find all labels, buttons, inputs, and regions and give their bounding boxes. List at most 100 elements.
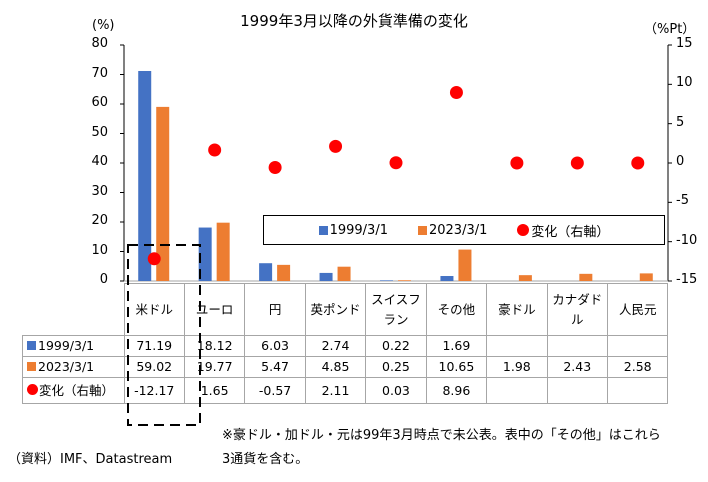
table-header-row: 米ドル ユーロ円英ポンド スイスフラン その他 豪ドル カナダドル 人民元: [22, 283, 669, 336]
category-label: ユーロ: [195, 301, 234, 317]
bar-1999: [259, 263, 273, 281]
left-tick-label: 50: [91, 124, 108, 140]
value-cell: 2.11: [304, 377, 367, 404]
footnote: ※豪ドル・加ドル・元は99年3月時点で未公表。表中の「その他」はこれら3通貨を含…: [222, 428, 661, 467]
left-tick-label: 40: [91, 154, 108, 169]
bar-2023: [579, 273, 593, 281]
value-cell: 1.65: [183, 377, 246, 404]
left-tick-label: 30: [91, 183, 108, 199]
bar-1999: [138, 70, 152, 281]
category-label: その他: [437, 301, 476, 317]
value-cell: 1.98: [486, 356, 548, 378]
value-cell: [486, 377, 548, 404]
value-cell: [606, 377, 669, 404]
category-label: 人民元: [618, 301, 657, 317]
table-corner: [22, 283, 125, 336]
change-dot: [510, 156, 524, 170]
series-label-cell: 2023/3/1: [22, 356, 125, 378]
left-tick-label: 80: [91, 36, 108, 51]
value-cell: 18.12: [183, 335, 246, 357]
category-label: 英ポンド: [310, 301, 361, 317]
value-cell: 59.02: [123, 356, 185, 378]
series-name: 2023/3/1: [38, 359, 95, 374]
change-dot: [449, 86, 463, 100]
table-row: 1999/3/1 71.19 18.12 6.03 2.74 0.22 1.69: [22, 335, 669, 357]
value-cell: 0.03: [365, 377, 427, 404]
left-tick-label: 10: [91, 242, 108, 258]
right-tick-label: -5: [676, 193, 689, 209]
orange-square-icon: [27, 362, 36, 371]
series-label-cell: 変化（右軸）: [22, 377, 125, 404]
change-dot: [389, 156, 403, 170]
value-cell: 10.65: [425, 356, 488, 378]
bar-2023: [277, 264, 291, 281]
legend-item-change: 変化（右軸）: [517, 221, 609, 240]
bar-1999: [198, 227, 212, 281]
value-cell: [606, 335, 669, 357]
bar-2023: [156, 106, 170, 282]
bar-2023: [458, 249, 472, 281]
category-header: ユーロ: [183, 283, 246, 336]
red-dot-icon: [27, 383, 38, 395]
left-tick-label: 60: [91, 95, 108, 110]
blue-square-icon: [318, 225, 328, 235]
value-cell: 0.22: [365, 335, 427, 357]
value-cell: -0.57: [244, 377, 306, 404]
value-cell: 0.25: [365, 356, 427, 378]
category-header: 円: [244, 283, 306, 336]
value-cell: 1.69: [425, 335, 488, 357]
legend: 1999/3/1 2023/3/1 変化（右軸）: [263, 215, 665, 245]
bar-1999: [380, 280, 393, 281]
category-header: 豪ドル: [486, 283, 548, 336]
category-label: 米ドル: [135, 301, 173, 317]
value-cell: 8.96: [425, 377, 488, 404]
change-dot: [268, 160, 282, 174]
category-label: ラン: [383, 311, 409, 327]
value-cell: 5.47: [244, 356, 306, 378]
right-tick-label: 5: [676, 114, 685, 130]
right-tick-label: 15: [676, 36, 693, 51]
red-dot-icon: [517, 224, 530, 236]
bar-1999: [440, 276, 454, 281]
value-cell: 4.85: [304, 356, 367, 378]
bar-1999: [319, 272, 333, 281]
category-label: 豪ドル: [498, 301, 536, 317]
value-cell: 19.77: [183, 356, 246, 378]
left-tick-label: 0: [99, 272, 108, 287]
category-label: スイスフ: [371, 291, 421, 307]
value-cell: [546, 377, 609, 404]
bar-2023: [216, 222, 230, 281]
source-note: （資料）IMF、Datastream: [8, 452, 173, 467]
category-label: ル: [571, 311, 584, 327]
change-dot: [208, 143, 222, 157]
category-header: 人民元: [606, 283, 669, 336]
legend-label: 1999/3/1: [329, 222, 388, 238]
change-dot: [570, 156, 584, 170]
value-cell: [486, 335, 548, 357]
change-dot: [631, 156, 645, 170]
right-tick-label: -10: [676, 232, 698, 248]
value-cell: 6.03: [244, 335, 306, 357]
bar-2023: [639, 273, 653, 281]
value-cell: 2.74: [304, 335, 367, 357]
change-dot: [329, 139, 343, 153]
left-tick-label: 20: [91, 213, 108, 228]
series-name: 変化（右軸）: [39, 382, 115, 398]
bar-2023: [518, 275, 532, 281]
bar-2023: [337, 266, 351, 281]
series-name: 1999/3/1: [38, 338, 95, 353]
value-cell: 71.19: [123, 335, 185, 357]
chart-title: 1999年3月以降の外貨準備の変化: [240, 12, 468, 30]
left-axis-unit: (%): [92, 18, 115, 33]
category-header: その他: [425, 283, 488, 336]
category-label: カナダド: [552, 291, 603, 307]
data-table: 米ドル ユーロ円英ポンド スイスフラン その他 豪ドル カナダドル 人民元 1999/3/1 7…: [22, 283, 669, 404]
table-row: 2023/3/1 59.02 19.77 5.47 4.85 0.25 10.65 1.98 2…: [22, 356, 669, 378]
category-header: 米ドル: [123, 283, 185, 336]
value-cell: -12.17: [123, 377, 185, 404]
right-tick-label: -15: [676, 272, 698, 287]
legend-item-1999: 1999/3/1: [318, 222, 388, 238]
right-tick-label: 0: [676, 154, 685, 169]
value-cell: 2.43: [546, 356, 609, 378]
